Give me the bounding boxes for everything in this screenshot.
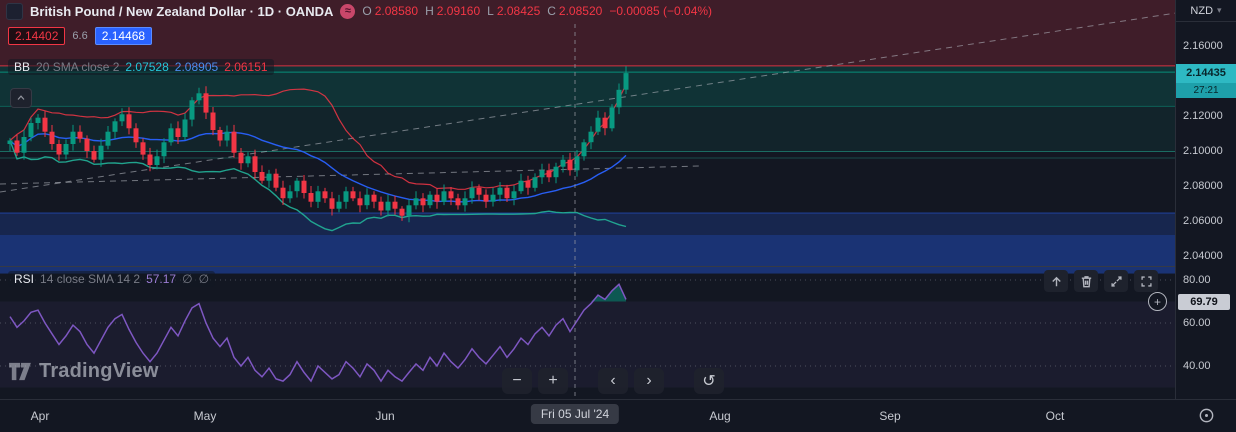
zoom-in-button[interactable]: + xyxy=(538,368,568,394)
reset-chart-button[interactable]: ↺ xyxy=(694,368,724,394)
price-tick-label: 2.06000 xyxy=(1183,215,1223,227)
add-alert-icon[interactable]: + xyxy=(1148,292,1167,311)
time-tick-label: Sep xyxy=(879,409,901,423)
rsi-empty-1: ∅ xyxy=(182,272,193,286)
last-price-value: 2.14435 xyxy=(1176,64,1236,83)
rsi-indicator-legend[interactable]: RSI 14 close SMA 14 2 57.17 ∅ ∅ xyxy=(8,271,216,287)
chevron-up-icon xyxy=(17,95,25,100)
price-tick-label: 2.04000 xyxy=(1183,250,1223,262)
tradingview-watermark[interactable]: TradingView xyxy=(8,360,159,383)
time-tick-label: Jun xyxy=(375,409,395,423)
collapse-legend-button[interactable] xyxy=(10,88,32,108)
rsi-name: RSI xyxy=(14,272,35,286)
rsi-params: 14 close SMA 14 2 xyxy=(40,272,141,286)
bar-countdown: 27:21 xyxy=(1176,83,1236,98)
fullscreen-icon xyxy=(1140,275,1152,287)
currency-label: NZD xyxy=(1190,4,1214,17)
last-price-label: 2.14435 27:21 xyxy=(1176,64,1236,98)
alert-price-upper[interactable]: 2.14402 xyxy=(8,27,66,45)
maximize-icon xyxy=(1110,275,1122,287)
change-value: −0.00085 (−0.04%) xyxy=(609,4,713,18)
position-labels-row: 2.14402 6.6 2.14468 xyxy=(8,27,153,45)
rsi-value: 57.17 xyxy=(146,272,177,286)
chart-header: British Pound / New Zealand Dollar · 1D … xyxy=(6,0,712,22)
price-tick-label: 2.12000 xyxy=(1183,110,1223,122)
tradingview-logo-icon xyxy=(9,362,31,380)
high-value: 2.09160 xyxy=(436,4,481,18)
watermark-text: TradingView xyxy=(39,360,159,382)
maximize-pane-button[interactable] xyxy=(1104,270,1128,292)
ohlc-readout: O 2.08580 H 2.09160 L 2.08425 C 2.08520 … xyxy=(362,4,712,18)
rsi-empty-2: ∅ xyxy=(198,272,210,286)
scroll-left-button[interactable]: ‹ xyxy=(598,368,628,394)
bb-lower-value: 2.06151 xyxy=(224,60,268,74)
rsi-tick-label: 60.00 xyxy=(1183,317,1211,329)
time-scale[interactable]: Fri 05 Jul '24 Apr May Jun Aug Sep Oct xyxy=(0,399,1236,432)
rsi-tick-label: 80.00 xyxy=(1183,274,1211,286)
move-pane-up-button[interactable] xyxy=(1044,270,1068,292)
close-value: 2.08520 xyxy=(558,4,603,18)
high-label: H xyxy=(425,4,434,18)
symbol-title[interactable]: British Pound / New Zealand Dollar · 1D … xyxy=(30,3,334,19)
time-tick-label: Aug xyxy=(709,409,731,423)
rsi-current-label: 69.79 xyxy=(1178,294,1230,310)
scroll-right-button[interactable]: › xyxy=(634,368,664,394)
pane-separator[interactable] xyxy=(0,266,1176,267)
pane-toolbar xyxy=(1044,270,1158,292)
bb-indicator-legend[interactable]: BB 20 SMA close 2 2.07528 2.08905 2.0615… xyxy=(8,59,274,75)
arrow-up-icon xyxy=(1051,276,1061,286)
bb-params: 20 SMA close 2 xyxy=(36,60,120,74)
chart-canvas[interactable] xyxy=(0,0,1176,400)
low-label: L xyxy=(487,4,494,18)
price-tick-label: 2.16000 xyxy=(1183,40,1223,52)
alert-spread: 6.6 xyxy=(72,30,88,42)
time-tick-label: May xyxy=(193,409,217,423)
chevron-down-icon: ▾ xyxy=(1217,5,1222,15)
time-tick-label: Oct xyxy=(1045,409,1065,423)
chart-nav-toolbar: − + ‹ › ↺ xyxy=(502,368,730,394)
currency-selector[interactable]: NZD ▾ xyxy=(1176,0,1236,22)
symbol-logo-icon xyxy=(6,2,23,20)
rsi-tick-label: 40.00 xyxy=(1183,360,1211,372)
open-value: 2.08580 xyxy=(374,4,419,18)
bb-basis-value: 2.07528 xyxy=(125,60,169,74)
fullscreen-pane-button[interactable] xyxy=(1134,270,1158,292)
price-tick-label: 2.08000 xyxy=(1183,180,1223,192)
zoom-out-button[interactable]: − xyxy=(502,368,532,394)
bb-name: BB xyxy=(14,60,31,74)
time-tick-label: Apr xyxy=(30,409,50,423)
open-label: O xyxy=(362,4,372,18)
trash-icon xyxy=(1081,275,1091,287)
price-tick-label: 2.10000 xyxy=(1183,145,1223,157)
approx-badge: ≈ xyxy=(340,3,356,19)
close-label: C xyxy=(547,4,556,18)
chart-properties-icon[interactable] xyxy=(1198,407,1215,424)
alert-price-lower[interactable]: 2.14468 xyxy=(94,27,153,45)
price-scale[interactable]: NZD ▾ 2.14435 27:21 69.79 2.16000 2.12000… xyxy=(1175,0,1236,400)
delete-pane-button[interactable] xyxy=(1074,270,1098,292)
bb-upper-value: 2.08905 xyxy=(174,60,219,74)
crosshair-date-label: Fri 05 Jul '24 xyxy=(530,404,620,424)
low-value: 2.08425 xyxy=(496,4,541,18)
